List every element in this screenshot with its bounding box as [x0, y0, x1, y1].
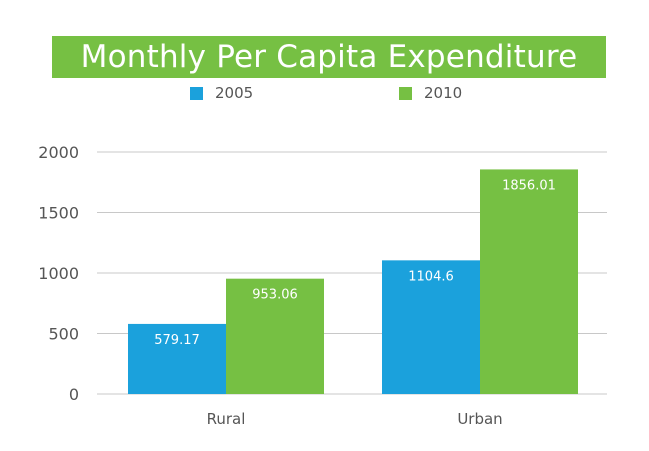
bar [128, 323, 226, 394]
title-banner: Monthly Per Capita Expenditure [52, 36, 606, 78]
x-tick-label: Rural [207, 410, 246, 428]
data-label: 579.17 [154, 333, 200, 348]
bar [382, 260, 480, 394]
bar [480, 169, 578, 394]
bar [226, 278, 324, 394]
legend-swatch-2010 [399, 86, 412, 100]
legend-swatch-2005 [190, 86, 203, 100]
y-tick-label: 2000 [38, 143, 79, 162]
legend-label-2005: 2005 [215, 84, 254, 102]
y-tick-label: 1500 [38, 204, 79, 223]
y-tick-label: 500 [48, 325, 79, 344]
chart-title: Monthly Per Capita Expenditure [80, 39, 578, 75]
data-label: 1104.6 [408, 269, 454, 284]
y-tick-label: 0 [69, 385, 79, 404]
legend-label-2010: 2010 [424, 84, 463, 102]
legend-item-2005: 2005 [190, 84, 253, 102]
y-tick-label: 1000 [38, 264, 79, 283]
legend-item-2010: 2010 [399, 84, 462, 102]
data-label: 1856.01 [502, 178, 556, 193]
x-tick-label: Urban [457, 410, 502, 428]
data-label: 953.06 [252, 288, 298, 303]
